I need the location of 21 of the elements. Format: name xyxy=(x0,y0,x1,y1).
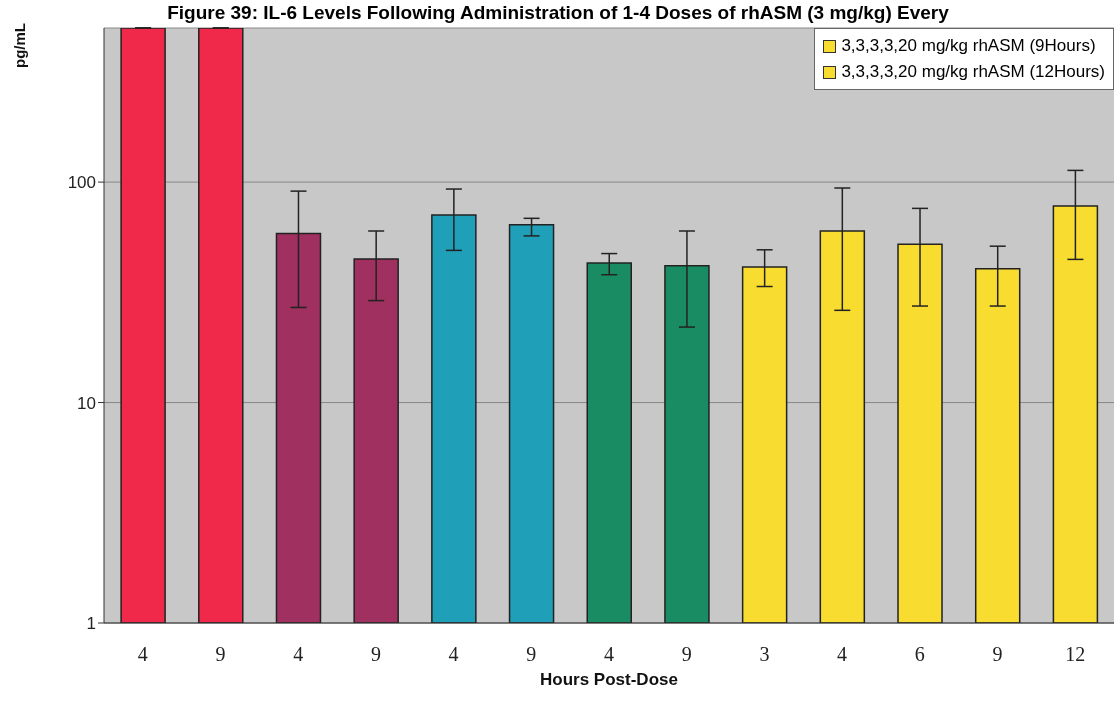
x-tick-label: 9 xyxy=(215,643,226,666)
x-tick-label: 4 xyxy=(293,643,304,666)
chart-title: Figure 39: IL-6 Levels Following Administration of 1-4 Doses of rhASM (3 mg/kg) Every xyxy=(166,2,950,24)
legend-label: 3,3,3,3,20 mg/kg rhASM (9Hours) xyxy=(841,35,1096,57)
y-tick-label: 10 xyxy=(77,393,96,413)
y-tick-label: 1 xyxy=(86,614,96,634)
y-axis-title: pg/mL xyxy=(10,23,28,68)
y-tick-label: 100 xyxy=(67,173,96,193)
x-tick-label: 9 xyxy=(370,643,381,666)
x-tick-label: 4 xyxy=(604,643,614,666)
legend-label: 3,3,3,3,20 mg/kg rhASM (12Hours) xyxy=(841,61,1105,83)
x-tick-label: 9 xyxy=(526,643,537,666)
x-tick-label: 9 xyxy=(992,643,1003,666)
x-tick-label: 12 xyxy=(1065,643,1086,666)
x-tick-label: 6 xyxy=(914,643,925,666)
x-tick-label: 4 xyxy=(837,643,848,666)
x-tick-label: 9 xyxy=(681,643,692,666)
x-tick-label: 4 xyxy=(137,643,148,666)
x-axis-title: Hours Post-Dose xyxy=(540,670,678,689)
x-tick-label: 4 xyxy=(448,643,459,666)
x-tick-label: 3 xyxy=(759,643,770,666)
